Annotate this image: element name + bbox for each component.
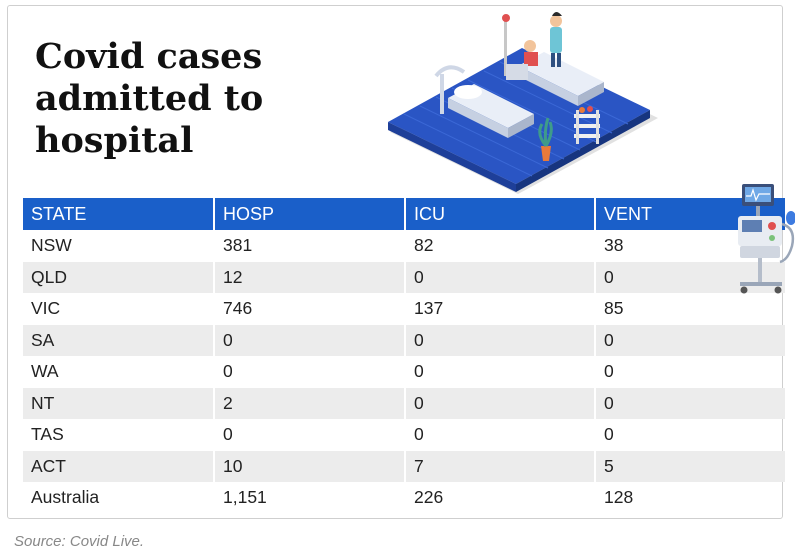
table-header-row: STATE HOSP ICU VENT xyxy=(23,198,785,230)
cell-vent: 38 xyxy=(604,235,624,256)
table-row: WA 0 0 0 xyxy=(23,356,785,388)
cell-state: NSW xyxy=(23,230,215,262)
cell-icu: 0 xyxy=(405,419,596,451)
cell-vent: 0 xyxy=(604,361,614,382)
cell-vent: 5 xyxy=(595,450,785,482)
cell-vent: 0 xyxy=(595,261,785,293)
cell-hosp: 0 xyxy=(214,419,406,451)
cell-icu: 0 xyxy=(405,387,596,419)
cell-icu: 0 xyxy=(405,261,596,293)
cell-icu: 0 xyxy=(405,324,596,356)
table-row: SA 0 0 0 xyxy=(23,324,785,356)
hospital-ward-illustration xyxy=(388,12,658,194)
table-row: NT 2 0 0 xyxy=(23,387,785,419)
cell-vent: 128 xyxy=(604,487,634,508)
cell-state: Australia xyxy=(23,482,215,514)
cell-vent: 85 xyxy=(604,298,624,319)
cell-vent: 0 xyxy=(604,424,614,445)
table-row-total: Australia 1,151 226 128 xyxy=(23,482,785,514)
cell-hosp: 0 xyxy=(214,356,406,388)
cell-hosp: 1,151 xyxy=(214,482,406,514)
cell-icu: 7 xyxy=(405,450,596,482)
cell-state: VIC xyxy=(23,293,215,325)
cell-vent: 0 xyxy=(595,387,785,419)
cell-state: SA xyxy=(23,324,215,356)
cell-icu: 82 xyxy=(405,230,596,262)
cell-state: ACT xyxy=(23,450,215,482)
header-icu: ICU xyxy=(405,198,596,230)
header-state: STATE xyxy=(23,198,215,230)
cell-vent: 0 xyxy=(595,324,785,356)
cell-hosp: 2 xyxy=(214,387,406,419)
cell-hosp: 0 xyxy=(214,324,406,356)
cell-state: QLD xyxy=(23,261,215,293)
table-row: ACT 10 7 5 xyxy=(23,450,785,482)
header-hosp: HOSP xyxy=(214,198,406,230)
cell-state: TAS xyxy=(23,419,215,451)
hospital-cases-table: STATE HOSP ICU VENT NSW 381 82 38 QLD 12… xyxy=(23,198,785,514)
cell-icu: 226 xyxy=(405,482,596,514)
table-row: NSW 381 82 38 xyxy=(23,230,785,262)
source-note: Source: Covid Live. xyxy=(14,533,145,550)
cell-icu: 137 xyxy=(405,293,596,325)
table-row: QLD 12 0 0 xyxy=(23,261,785,293)
cell-hosp: 381 xyxy=(214,230,406,262)
cell-state: NT xyxy=(23,387,215,419)
cell-hosp: 746 xyxy=(214,293,406,325)
cell-hosp: 12 xyxy=(214,261,406,293)
cell-state: WA xyxy=(23,356,215,388)
ventilator-illustration xyxy=(738,184,795,294)
cell-hosp: 10 xyxy=(214,450,406,482)
table-row: VIC 746 137 85 xyxy=(23,293,785,325)
chart-card: Covid cases admitted to hospital xyxy=(7,5,795,519)
table-row: TAS 0 0 0 xyxy=(23,419,785,451)
page-title: Covid cases admitted to hospital xyxy=(35,36,264,161)
cell-icu: 0 xyxy=(405,356,596,388)
